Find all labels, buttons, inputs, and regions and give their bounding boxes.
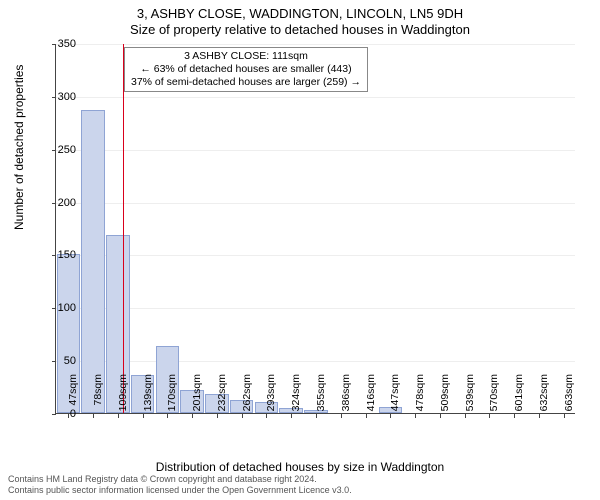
gridline xyxy=(56,150,575,151)
annotation-line: 37% of semi-detached houses are larger (… xyxy=(131,76,361,89)
xtick-mark xyxy=(465,414,466,418)
xtick-mark xyxy=(192,414,193,418)
xtick-mark xyxy=(266,414,267,418)
gridline xyxy=(56,97,575,98)
xtick-label: 293sqm xyxy=(265,374,277,414)
ytick-label: 350 xyxy=(58,38,76,50)
y-axis-label: Number of detached properties xyxy=(12,65,26,230)
gridline xyxy=(56,255,575,256)
annotation-line: 3 ASHBY CLOSE: 111sqm xyxy=(131,50,361,63)
chart-title-block: 3, ASHBY CLOSE, WADDINGTON, LINCOLN, LN5… xyxy=(0,0,600,37)
xtick-mark xyxy=(93,414,94,418)
ytick-mark xyxy=(52,361,56,362)
xtick-label: 201sqm xyxy=(191,374,203,414)
xtick-label: 447sqm xyxy=(389,374,401,414)
xtick-label: 78sqm xyxy=(92,374,104,414)
annotation-line: ← 63% of detached houses are smaller (44… xyxy=(131,63,361,76)
xtick-mark xyxy=(291,414,292,418)
ytick-label: 50 xyxy=(64,355,76,367)
xtick-label: 109sqm xyxy=(117,374,129,414)
ytick-label: 100 xyxy=(58,302,76,314)
plot-region: 3 ASHBY CLOSE: 111sqm← 63% of detached h… xyxy=(55,44,575,414)
xtick-mark xyxy=(415,414,416,418)
ytick-mark xyxy=(52,97,56,98)
xtick-mark xyxy=(440,414,441,418)
gridline xyxy=(56,308,575,309)
xtick-mark xyxy=(539,414,540,418)
xtick-label: 170sqm xyxy=(166,374,178,414)
title-subtitle: Size of property relative to detached ho… xyxy=(0,22,600,37)
xtick-label: 355sqm xyxy=(315,374,327,414)
xtick-mark xyxy=(489,414,490,418)
x-axis-label: Distribution of detached houses by size … xyxy=(0,460,600,474)
marker-line xyxy=(123,44,124,413)
footer-line1: Contains HM Land Registry data © Crown c… xyxy=(8,474,352,485)
xtick-mark xyxy=(167,414,168,418)
xtick-mark xyxy=(242,414,243,418)
ytick-label: 200 xyxy=(58,197,76,209)
ytick-mark xyxy=(52,44,56,45)
xtick-label: 386sqm xyxy=(340,374,352,414)
xtick-label: 416sqm xyxy=(365,374,377,414)
xtick-mark xyxy=(366,414,367,418)
xtick-label: 47sqm xyxy=(67,374,79,414)
xtick-mark xyxy=(514,414,515,418)
ytick-mark xyxy=(52,308,56,309)
footer-line2: Contains public sector information licen… xyxy=(8,485,352,496)
title-address: 3, ASHBY CLOSE, WADDINGTON, LINCOLN, LN5… xyxy=(0,6,600,21)
annotation-box: 3 ASHBY CLOSE: 111sqm← 63% of detached h… xyxy=(124,47,368,92)
ytick-mark xyxy=(52,414,56,415)
ytick-mark xyxy=(52,255,56,256)
xtick-mark xyxy=(217,414,218,418)
xtick-label: 478sqm xyxy=(414,374,426,414)
xtick-mark xyxy=(143,414,144,418)
xtick-label: 324sqm xyxy=(290,374,302,414)
ytick-label: 250 xyxy=(58,144,76,156)
chart-area: 3 ASHBY CLOSE: 111sqm← 63% of detached h… xyxy=(55,44,575,414)
xtick-label: 601sqm xyxy=(513,374,525,414)
ytick-label: 300 xyxy=(58,91,76,103)
xtick-mark xyxy=(118,414,119,418)
ytick-mark xyxy=(52,150,56,151)
gridline xyxy=(56,203,575,204)
xtick-mark xyxy=(564,414,565,418)
xtick-label: 139sqm xyxy=(142,374,154,414)
gridline xyxy=(56,44,575,45)
xtick-label: 509sqm xyxy=(439,374,451,414)
bar xyxy=(81,110,105,413)
gridline xyxy=(56,361,575,362)
xtick-label: 262sqm xyxy=(241,374,253,414)
xtick-label: 663sqm xyxy=(563,374,575,414)
xtick-mark xyxy=(341,414,342,418)
xtick-label: 232sqm xyxy=(216,374,228,414)
xtick-label: 539sqm xyxy=(464,374,476,414)
xtick-label: 570sqm xyxy=(488,374,500,414)
xtick-label: 632sqm xyxy=(538,374,550,414)
xtick-mark xyxy=(390,414,391,418)
footer-attribution: Contains HM Land Registry data © Crown c… xyxy=(8,474,352,496)
ytick-mark xyxy=(52,203,56,204)
ytick-label: 150 xyxy=(58,249,76,261)
xtick-mark xyxy=(316,414,317,418)
